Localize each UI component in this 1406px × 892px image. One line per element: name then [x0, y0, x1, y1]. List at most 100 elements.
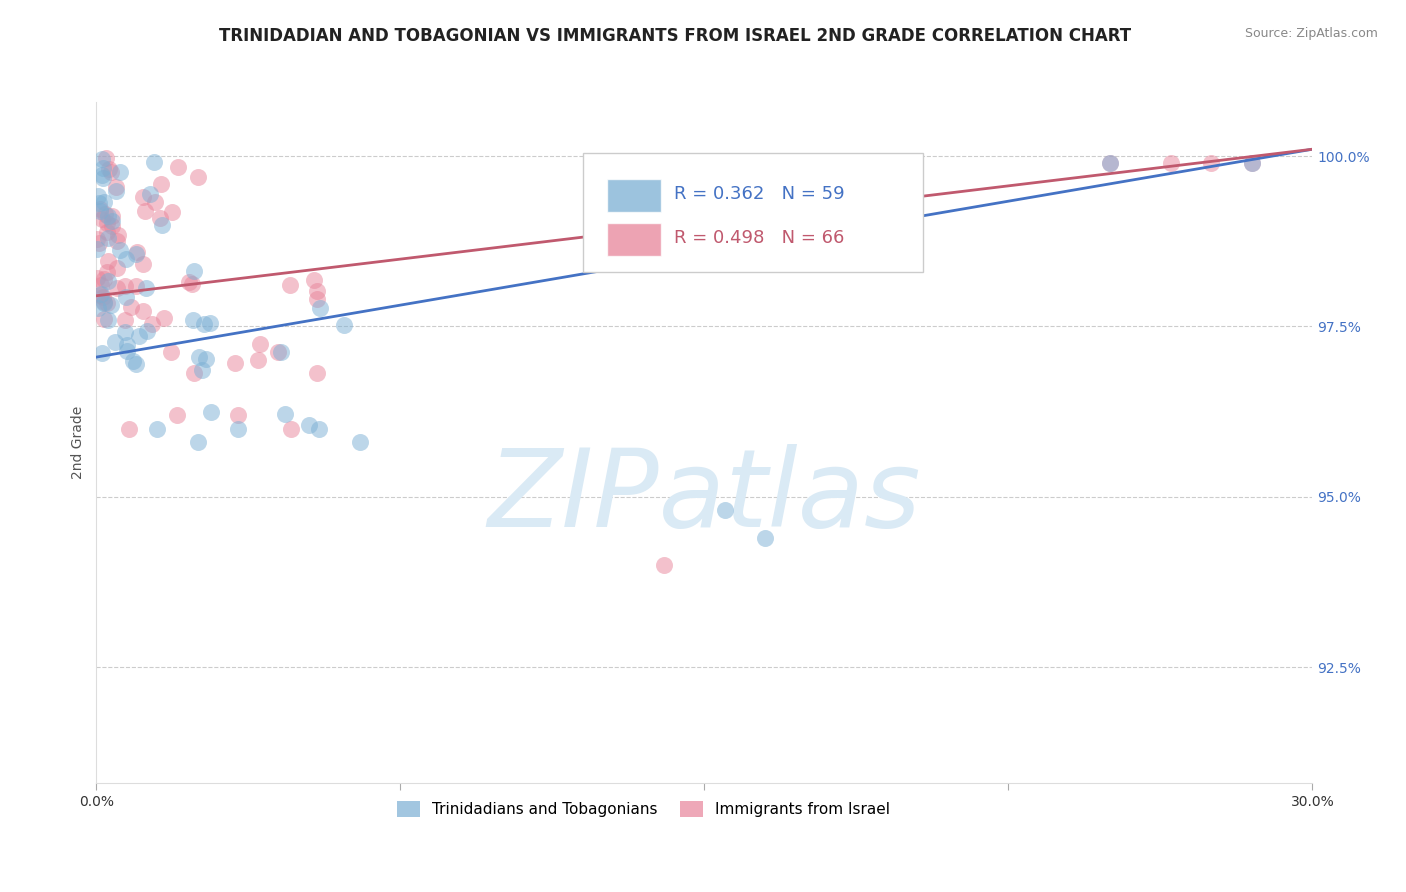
Point [187, 169, 209, 184]
Point [181, 277, 204, 291]
Point [89, 287, 111, 301]
Point [304, 273, 326, 287]
Point [96, 225, 118, 239]
Point [280, 422, 302, 436]
Point [100, 213, 122, 227]
Text: ZIPatlas: ZIPatlas [488, 444, 921, 549]
Point [141, 317, 163, 331]
Point [125, 247, 148, 261]
Point [96, 265, 118, 279]
Point [280, 278, 302, 293]
Point [94, 152, 117, 166]
Point [125, 357, 148, 371]
Legend: Trinidadians and Tobagonians, Immigrants from Israel: Trinidadians and Tobagonians, Immigrants… [391, 795, 897, 823]
Point [107, 228, 129, 243]
Point [305, 285, 328, 299]
Point [91, 211, 114, 226]
Point [224, 356, 246, 370]
Point [90, 287, 112, 301]
Point [143, 155, 166, 169]
Point [143, 195, 166, 210]
Point [183, 367, 205, 381]
Point [270, 345, 292, 359]
Point [131, 257, 153, 271]
Point [90, 346, 112, 360]
Point [118, 422, 141, 436]
Text: R = 0.362   N = 59: R = 0.362 N = 59 [673, 185, 845, 202]
Point [193, 317, 215, 331]
Point [110, 165, 132, 179]
Point [93, 207, 115, 221]
Point [249, 336, 271, 351]
Point [122, 354, 145, 368]
Point [132, 189, 155, 203]
Point [713, 503, 735, 517]
Text: Source: ZipAtlas.com: Source: ZipAtlas.com [1244, 27, 1378, 40]
Point [183, 263, 205, 277]
Point [105, 184, 128, 198]
Point [115, 252, 138, 267]
Point [100, 164, 122, 178]
Point [146, 422, 169, 436]
Point [93, 312, 115, 326]
Point [305, 293, 328, 307]
Point [136, 325, 159, 339]
Point [1240, 156, 1263, 170]
Point [115, 338, 138, 352]
Point [96, 216, 118, 230]
Point [298, 418, 321, 433]
Point [150, 218, 173, 232]
Point [273, 407, 295, 421]
Point [226, 408, 249, 422]
Point [87, 235, 110, 250]
Point [1240, 156, 1263, 170]
FancyBboxPatch shape [582, 153, 924, 272]
Point [125, 278, 148, 293]
Point [86, 271, 108, 285]
Point [754, 531, 776, 545]
Point [104, 335, 127, 350]
Point [333, 318, 356, 332]
Point [105, 261, 128, 276]
Point [87, 189, 110, 203]
Point [1160, 156, 1182, 170]
FancyBboxPatch shape [607, 178, 661, 212]
Point [115, 344, 138, 359]
Point [115, 290, 138, 304]
Point [1199, 156, 1222, 170]
Point [90, 168, 112, 182]
Point [87, 195, 110, 210]
Point [1098, 156, 1121, 170]
Point [93, 290, 115, 304]
Point [90, 278, 112, 293]
Point [108, 243, 131, 257]
Point [97, 209, 120, 223]
Point [114, 279, 136, 293]
Point [135, 280, 157, 294]
Point [179, 276, 201, 290]
Point [149, 177, 172, 191]
Point [226, 422, 249, 436]
Point [91, 170, 114, 185]
Point [89, 202, 111, 216]
Point [86, 232, 108, 246]
Text: R = 0.498   N = 66: R = 0.498 N = 66 [673, 229, 845, 247]
Point [349, 435, 371, 450]
Point [93, 272, 115, 286]
Point [93, 194, 115, 209]
Point [307, 366, 329, 380]
Point [96, 274, 118, 288]
Point [153, 310, 176, 325]
Point [128, 328, 150, 343]
Point [96, 296, 118, 310]
Point [166, 408, 188, 422]
Point [166, 160, 188, 174]
Point [267, 345, 290, 359]
Point [120, 300, 142, 314]
FancyBboxPatch shape [607, 223, 661, 256]
Point [96, 313, 118, 327]
Point [160, 205, 183, 219]
Point [191, 363, 214, 377]
Point [101, 219, 124, 233]
Point [187, 351, 209, 365]
